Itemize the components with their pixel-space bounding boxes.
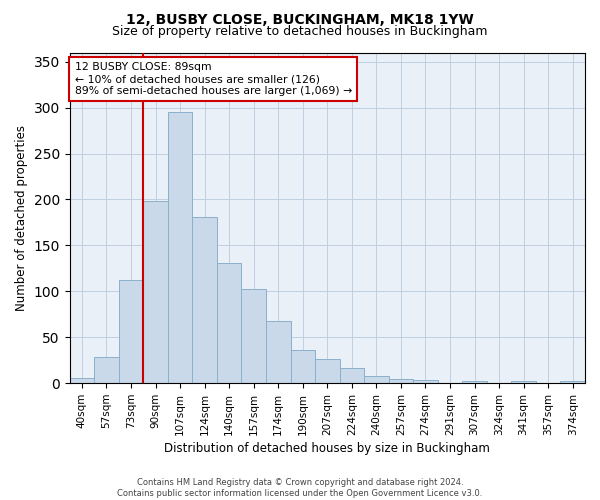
Bar	[119, 280, 143, 383]
Bar	[340, 368, 364, 383]
Bar	[413, 380, 438, 383]
Text: 12, BUSBY CLOSE, BUCKINGHAM, MK18 1YW: 12, BUSBY CLOSE, BUCKINGHAM, MK18 1YW	[126, 12, 474, 26]
Bar	[389, 378, 413, 383]
X-axis label: Distribution of detached houses by size in Buckingham: Distribution of detached houses by size …	[164, 442, 490, 455]
Bar	[94, 358, 119, 383]
Bar	[70, 378, 94, 383]
Text: Contains HM Land Registry data © Crown copyright and database right 2024.
Contai: Contains HM Land Registry data © Crown c…	[118, 478, 482, 498]
Bar	[290, 350, 315, 383]
Bar	[364, 376, 389, 383]
Bar	[511, 382, 536, 383]
Y-axis label: Number of detached properties: Number of detached properties	[15, 125, 28, 311]
Bar	[560, 382, 585, 383]
Bar	[217, 263, 241, 383]
Bar	[462, 382, 487, 383]
Bar	[241, 288, 266, 383]
Bar	[315, 360, 340, 383]
Text: Size of property relative to detached houses in Buckingham: Size of property relative to detached ho…	[112, 25, 488, 38]
Bar	[168, 112, 193, 383]
Text: 12 BUSBY CLOSE: 89sqm
← 10% of detached houses are smaller (126)
89% of semi-det: 12 BUSBY CLOSE: 89sqm ← 10% of detached …	[75, 62, 352, 96]
Bar	[266, 320, 290, 383]
Bar	[193, 217, 217, 383]
Bar	[143, 202, 168, 383]
